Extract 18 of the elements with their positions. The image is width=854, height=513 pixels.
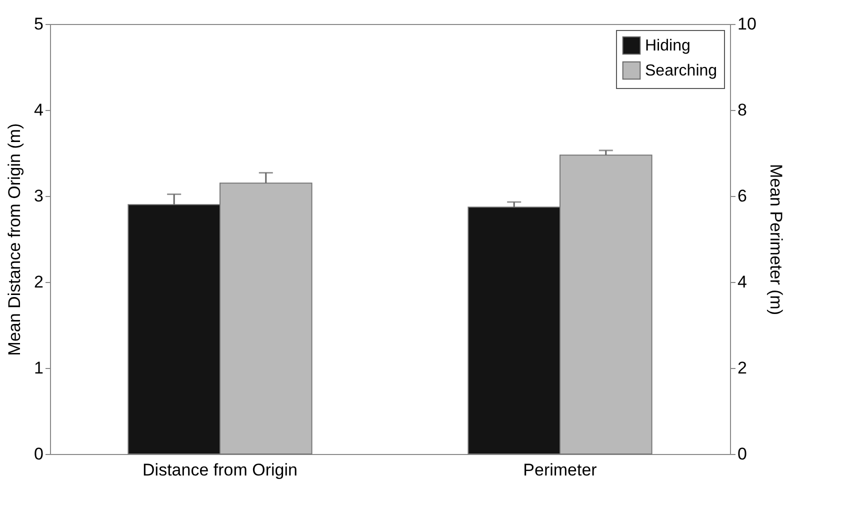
y2-tick-label: 10 [738,14,756,34]
y-axis-title: Mean Distance from Origin (m) [5,123,24,356]
y2-tick-label: 0 [738,444,747,464]
y-tick-label: 3 [34,186,44,206]
y2-tick-label: 6 [738,186,747,206]
y2-tick-label: 2 [738,358,747,378]
y2-tick-label: 8 [738,100,747,120]
legend-label: Searching [645,62,718,80]
x-tick-label: Perimeter [523,460,598,480]
y-tick-label: 5 [34,14,44,34]
y-tick-label: 1 [34,358,44,378]
y2-tick-label: 4 [738,272,747,292]
y-tick-label: 4 [34,100,44,120]
x-tick-label: Distance from Origin [142,460,298,480]
legend-label: Hiding [645,38,690,54]
y2-axis-title: Mean Perimeter (m) [766,164,786,316]
y-tick-label: 2 [34,272,44,292]
y-tick-label: 0 [34,444,44,464]
